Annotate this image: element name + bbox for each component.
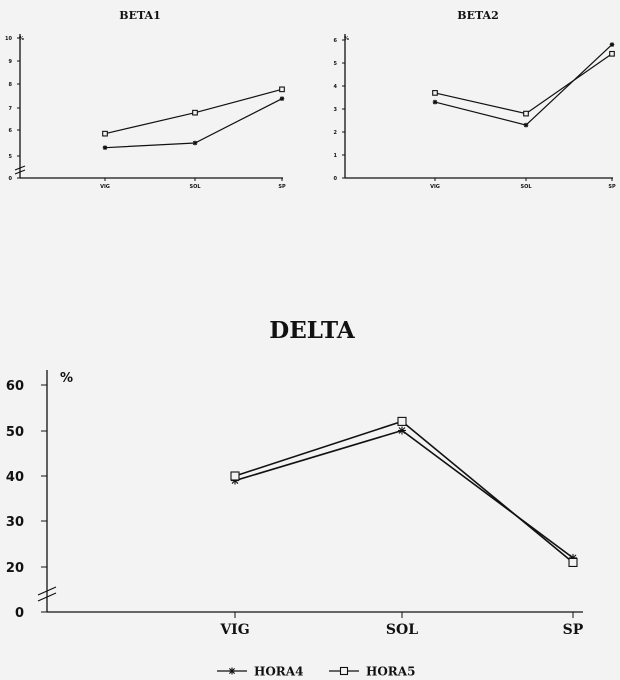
series-line-hora4 [104, 98, 283, 149]
data-point-hora4 [432, 99, 438, 105]
x-tick-label: SOL [520, 184, 532, 190]
data-point-hora4 [279, 96, 285, 101]
marker-stroke [102, 145, 108, 150]
x-tick-label: VIG [430, 184, 440, 190]
y-tick-label: 20 [6, 561, 24, 576]
data-point-hora5 [230, 471, 240, 481]
data-point-hora5 [568, 557, 578, 568]
y-tick-label: 5 [334, 61, 338, 67]
y-tick-label: 6 [9, 128, 13, 134]
y-tick-label: 50 [6, 425, 24, 440]
data-point-hora5 [102, 130, 108, 137]
legend-marker-asterisk [228, 667, 236, 675]
chart-title: DELTA [269, 317, 356, 344]
x-tick-label: VIG [219, 622, 249, 638]
data-point-hora5 [432, 90, 438, 96]
marker-stroke [398, 427, 406, 434]
series-line-hora4 [234, 429, 574, 559]
y-tick-label: 3 [334, 107, 338, 113]
data-point-hora5 [523, 110, 529, 117]
data-point-hora4 [192, 140, 198, 146]
y-tick-label: 60 [6, 379, 24, 394]
data-point-hora5 [279, 86, 285, 93]
marker-stroke [432, 99, 438, 105]
y-tick-label: 2 [334, 130, 338, 136]
x-tick-label: VIG [100, 184, 110, 190]
series-line-hora5 [434, 53, 613, 115]
x-tick-label: SOL [189, 184, 201, 190]
x-tick-label: SP [278, 184, 286, 190]
y-tick-label: 0 [9, 176, 13, 182]
y-tick-label: 10 [5, 36, 12, 42]
x-tick-label: SP [563, 622, 584, 638]
y-tick-label: 0 [334, 176, 338, 182]
y-tick-label: 9 [9, 59, 13, 65]
chart-beta1: BETA1 0 5 6 7 8 9 10 % VIG SOL SP [5, 9, 286, 190]
legend: HORA4 HORA5 [217, 665, 415, 679]
y-axis-label: % [344, 36, 349, 42]
axis-break-mark [37, 592, 57, 602]
y-axis-label: % [60, 371, 73, 386]
y-tick-label: 6 [334, 38, 338, 44]
chart-title: BETA2 [457, 9, 498, 22]
axis-break-mark [14, 165, 26, 171]
y-tick-label: 7 [9, 106, 13, 112]
y-tick-label: 1 [334, 153, 338, 159]
series-line-hora5 [234, 420, 574, 564]
y-axis-label: % [19, 36, 24, 42]
data-point-hora5 [192, 109, 198, 116]
y-tick-label: 30 [6, 515, 24, 530]
y-tick-label: 4 [334, 84, 338, 90]
marker-stroke [609, 42, 615, 47]
marker-stroke [279, 96, 285, 101]
chart-title: BETA1 [119, 9, 160, 22]
x-tick-label: SP [608, 184, 616, 190]
y-tick-label: 0 [15, 606, 24, 621]
data-point-hora4 [523, 122, 529, 128]
y-tick-label: 5 [9, 154, 13, 160]
axis-break-mark [37, 586, 57, 596]
legend-label: HORA4 [254, 665, 303, 679]
marker-stroke [228, 667, 236, 675]
y-tick-label: 8 [9, 82, 13, 88]
legend-marker-square [339, 666, 349, 676]
chart-beta2: BETA2 0 1 2 3 4 5 6 % VIG SOL SP [334, 9, 616, 190]
data-point-hora4 [398, 426, 406, 435]
axis-break-mark [14, 169, 26, 175]
data-point-hora4 [609, 42, 615, 47]
marker-stroke [192, 140, 198, 146]
marker-stroke [523, 122, 529, 128]
data-point-hora4 [102, 145, 108, 150]
x-tick-label: SOL [386, 622, 418, 638]
y-tick-label: 40 [6, 470, 24, 485]
legend-label: HORA5 [366, 665, 415, 679]
data-point-hora5 [397, 416, 407, 426]
data-point-hora5 [609, 50, 615, 57]
chart-delta: DELTA 0 20 30 40 50 60% VIG SOL SP [6, 317, 584, 638]
